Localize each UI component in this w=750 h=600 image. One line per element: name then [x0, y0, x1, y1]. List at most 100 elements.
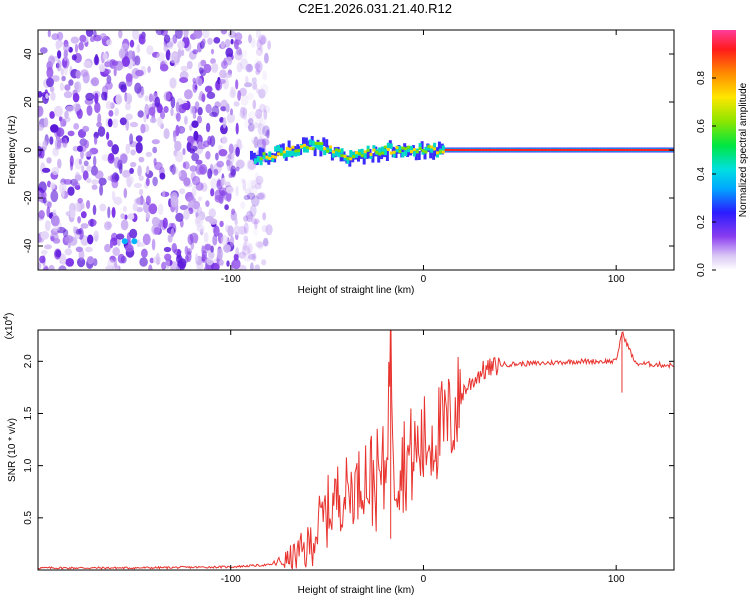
noise-blob: [79, 34, 87, 43]
band-core: [262, 152, 266, 156]
band-core: [545, 149, 549, 151]
noise-blob: [170, 195, 179, 208]
noise-blob: [220, 235, 229, 246]
noise-blob: [132, 30, 140, 40]
band-core: [392, 150, 396, 154]
band-halo: [304, 137, 308, 146]
band-mid: [418, 143, 422, 150]
noise-blob: [93, 155, 97, 167]
noise-blob: [145, 177, 150, 187]
band-mid: [331, 151, 335, 158]
band-core: [291, 145, 295, 149]
noise-blob: [51, 166, 60, 176]
band-core: [453, 149, 457, 151]
x-tick-label: 100: [608, 574, 625, 585]
band-mid: [268, 151, 272, 158]
noise-blob: [138, 156, 145, 163]
band-core: [389, 151, 393, 155]
noise-blob: [163, 34, 171, 44]
noise-blob: [118, 30, 123, 39]
band-mid: [412, 151, 416, 157]
noise-blob: [59, 82, 65, 92]
noise-blob: [250, 136, 260, 145]
band-core: [381, 151, 385, 155]
noise-blob: [179, 77, 189, 83]
noise-blob: [68, 79, 74, 86]
band-mid: [386, 142, 390, 149]
noise-blob: [258, 192, 266, 201]
band-core: [635, 149, 639, 151]
noise-blob: [148, 264, 153, 270]
band-halo: [348, 155, 352, 167]
noise-blob: [183, 161, 190, 170]
noise-blob: [170, 96, 176, 109]
band-core: [557, 149, 561, 151]
band-core: [548, 149, 552, 151]
noise-blob: [255, 108, 263, 119]
noise-blob: [250, 179, 257, 190]
band-core: [427, 145, 431, 149]
noise-blob: [81, 165, 85, 174]
band-core: [369, 152, 373, 156]
noise-blob: [197, 77, 203, 87]
noise-blob: [180, 65, 189, 72]
noise-blob: [258, 122, 263, 129]
noise-blob: [101, 91, 107, 101]
noise-blob: [191, 120, 199, 128]
noise-blob: [148, 106, 156, 116]
noise-blob: [120, 213, 125, 219]
noise-blob: [55, 39, 64, 48]
noise-blob: [49, 111, 55, 119]
band-core: [271, 155, 275, 159]
noise-blob: [170, 107, 174, 117]
noise-blob: [195, 159, 203, 165]
snr-series-line: [38, 330, 674, 570]
heatmap-signal-band: [250, 136, 674, 167]
noise-blob: [229, 86, 236, 95]
noise-blob: [157, 104, 164, 114]
band-core: [490, 149, 494, 151]
noise-blob: [52, 209, 57, 217]
band-core: [534, 149, 538, 151]
noise-blob: [69, 209, 76, 219]
noise-blob: [235, 185, 239, 197]
noise-blob: [107, 140, 113, 147]
colorbar: 0.0 0.2 0.4 0.6 0.8 Normalized spectral ampl…: [696, 30, 749, 277]
colorbar-gradient: [712, 30, 736, 270]
noise-blob: [252, 99, 257, 110]
noise-blob: [93, 230, 99, 242]
noise-blob: [210, 188, 215, 197]
noise-blob: [97, 113, 102, 125]
noise-blob: [83, 160, 89, 167]
noise-blob: [245, 210, 253, 223]
noise-blob: [44, 220, 51, 232]
noise-blob: [55, 249, 62, 258]
noise-blob: [82, 125, 90, 133]
noise-blob: [93, 55, 100, 66]
noise-blob: [242, 241, 247, 251]
noise-blob: [211, 62, 219, 73]
noise-blob: [114, 107, 119, 117]
spectrogram-x-axis-label: Height of straight line (km): [298, 285, 415, 296]
noise-blob: [197, 196, 203, 202]
noise-blob: [120, 84, 127, 93]
noise-blob: [253, 228, 259, 236]
noise-blob: [149, 117, 157, 124]
noise-blob: [254, 172, 259, 180]
band-core: [664, 149, 668, 151]
band-core: [357, 152, 361, 156]
colorbar-tick-label: 0.6: [696, 119, 707, 133]
noise-blob: [235, 146, 240, 157]
noise-blob: [224, 39, 231, 48]
noise-blob: [145, 151, 152, 157]
x-tick-label: 0: [421, 574, 427, 585]
band-halo: [417, 151, 421, 161]
band-core: [294, 149, 298, 153]
noise-blob: [138, 175, 144, 182]
noise-blob: [65, 105, 74, 113]
noise-blob: [46, 66, 54, 79]
band-halo: [357, 152, 360, 162]
noise-blob: [41, 167, 51, 173]
noise-blob: [179, 188, 186, 195]
noise-blob: [124, 244, 134, 252]
